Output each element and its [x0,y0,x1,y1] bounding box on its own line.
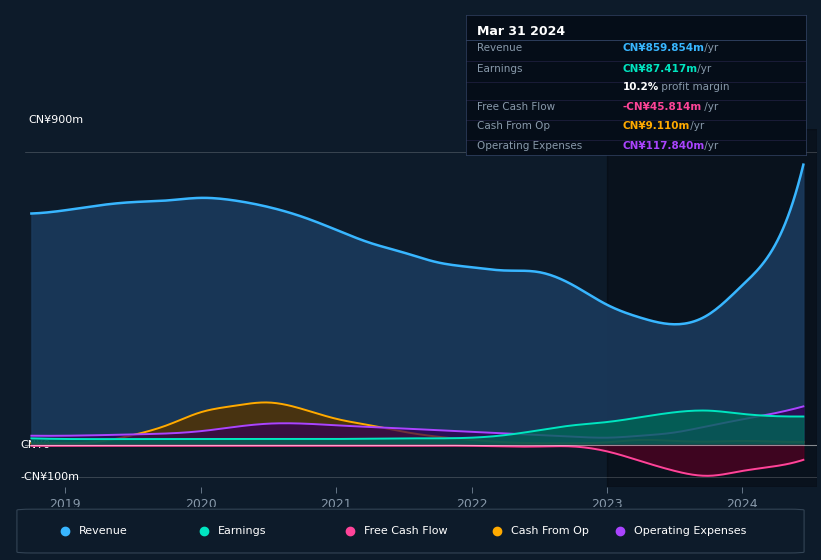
Bar [607,129,817,487]
Text: Earnings: Earnings [476,64,522,74]
FancyBboxPatch shape [17,509,804,553]
Text: CN¥87.417m: CN¥87.417m [622,64,698,74]
Text: /yr: /yr [701,43,718,53]
Text: CN¥9.110m: CN¥9.110m [622,122,690,132]
Text: CN¥900m: CN¥900m [29,115,84,125]
Text: Operating Expenses: Operating Expenses [635,526,746,535]
Text: CN¥859.854m: CN¥859.854m [622,43,704,53]
Text: Earnings: Earnings [218,526,266,535]
Text: /yr: /yr [701,102,718,112]
Text: -CN¥100m: -CN¥100m [21,473,80,482]
Text: CN¥117.840m: CN¥117.840m [622,141,705,151]
Text: -CN¥45.814m: -CN¥45.814m [622,102,702,112]
Text: 10.2%: 10.2% [622,82,659,92]
Text: Cash From Op: Cash From Op [511,526,589,535]
Text: /yr: /yr [701,141,718,151]
Text: Revenue: Revenue [476,43,521,53]
Text: Operating Expenses: Operating Expenses [476,141,582,151]
Text: profit margin: profit margin [658,82,730,92]
Text: Mar 31 2024: Mar 31 2024 [476,25,565,38]
Text: Free Cash Flow: Free Cash Flow [476,102,555,112]
Text: Revenue: Revenue [79,526,127,535]
Text: /yr: /yr [686,122,704,132]
Text: /yr: /yr [694,64,711,74]
Text: CN¥0: CN¥0 [21,440,51,450]
Text: Cash From Op: Cash From Op [476,122,549,132]
Text: Free Cash Flow: Free Cash Flow [365,526,447,535]
